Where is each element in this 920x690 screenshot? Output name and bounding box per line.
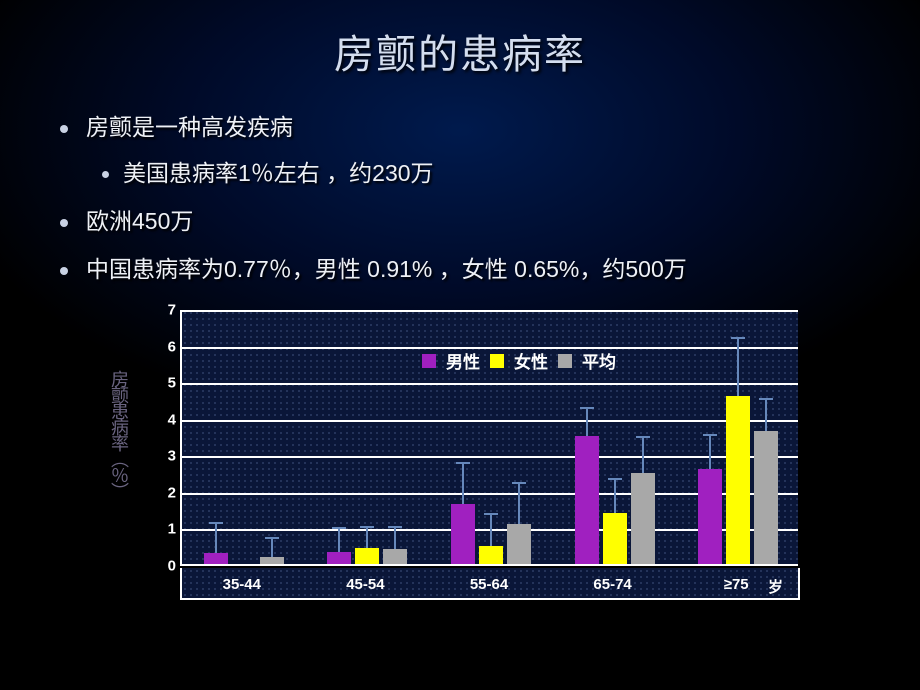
error-bar <box>512 482 526 524</box>
xtick-label: 35-44 <box>187 576 297 593</box>
legend-swatch-avg <box>558 354 572 368</box>
bar-chart: 男性 女性 平均 01234567 35-4445-5455-6465-74≥7… <box>148 302 808 608</box>
error-bar <box>332 527 346 553</box>
bar-男性 <box>698 469 722 564</box>
bar-女性 <box>479 546 503 564</box>
bar-女性 <box>355 548 379 564</box>
error-bar <box>209 522 223 553</box>
bullet-1: 房颤是一种高发疾病 美国患病率1％左右 ，约230万 <box>60 108 920 188</box>
error-bar <box>703 434 717 469</box>
ytick-label: 4 <box>154 411 176 428</box>
legend: 男性 女性 平均 <box>422 348 616 373</box>
ytick-label: 7 <box>154 302 176 319</box>
ytick-label: 5 <box>154 375 176 392</box>
error-bar <box>265 537 279 557</box>
bar-男性 <box>575 436 599 564</box>
gridline <box>182 383 798 385</box>
ytick-label: 2 <box>154 484 176 501</box>
bar-男性 <box>451 504 475 564</box>
y-axis-label: 房颤患病率（％） <box>108 370 128 498</box>
bullet-1-1: 美国患病率1％左右 ，约230万 <box>102 154 920 188</box>
bullet-3: 中国患病率为0.77％，男性 0.91% ，女性 0.65%，约500万 <box>60 250 920 284</box>
error-bar <box>580 407 594 436</box>
slide-title: 房颤的患病率 <box>0 0 920 80</box>
error-bar <box>759 398 773 431</box>
bar-平均 <box>754 431 778 564</box>
legend-label-female: 女性 <box>514 348 548 373</box>
bullet-2: 欧洲450万 <box>60 202 920 236</box>
error-bar <box>484 513 498 546</box>
ytick-label: 0 <box>154 558 176 575</box>
ytick-label: 6 <box>154 338 176 355</box>
error-bar <box>636 436 650 473</box>
legend-swatch-male <box>422 354 436 368</box>
bar-男性 <box>204 553 228 564</box>
error-bar <box>608 478 622 513</box>
bar-女性 <box>726 396 750 564</box>
bullet-3-text: 中国患病率为0.77％，男性 0.91% ，女性 0.65%，约500万 <box>86 256 687 282</box>
error-bar <box>731 337 745 396</box>
bullet-2-text: 欧洲450万 <box>86 208 193 234</box>
xtick-label: 45-54 <box>310 576 420 593</box>
ytick-label: 3 <box>154 448 176 465</box>
bar-平均 <box>631 473 655 564</box>
xtick-label: 65-74 <box>558 576 668 593</box>
bullet-1-1-text: 美国患病率1％左右 ，约230万 <box>123 160 434 186</box>
legend-swatch-female <box>490 354 504 368</box>
legend-label-male: 男性 <box>446 348 480 373</box>
gridline <box>182 420 798 422</box>
x-axis-unit: 岁 <box>768 576 783 597</box>
error-bar <box>388 526 402 550</box>
legend-label-avg: 平均 <box>582 348 616 373</box>
bullets-block: 房颤是一种高发疾病 美国患病率1％左右 ，约230万 欧洲450万 中国患病率为… <box>60 108 920 284</box>
bar-女性 <box>603 513 627 564</box>
bar-平均 <box>260 557 284 564</box>
gridline <box>182 310 798 312</box>
bar-男性 <box>327 552 351 564</box>
bar-平均 <box>507 524 531 564</box>
plot-area: 男性 女性 平均 <box>180 310 798 566</box>
ytick-label: 1 <box>154 521 176 538</box>
bullet-1-text: 房颤是一种高发疾病 <box>86 114 293 140</box>
error-bar <box>456 462 470 504</box>
xtick-label: 55-64 <box>434 576 544 593</box>
error-bar <box>360 526 374 548</box>
bar-平均 <box>383 549 407 564</box>
